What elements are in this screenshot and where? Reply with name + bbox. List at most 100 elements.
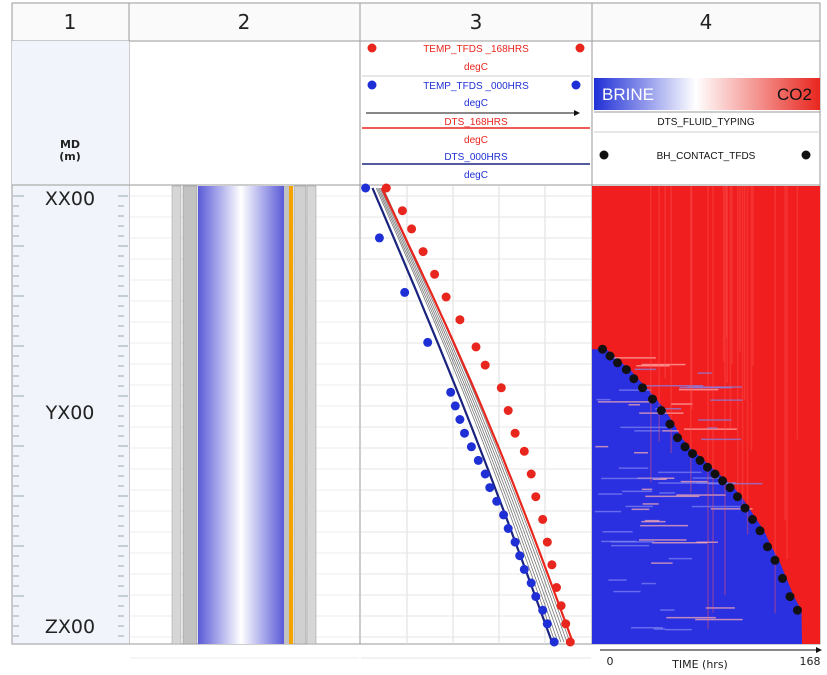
texture-streak <box>631 508 650 511</box>
texture-streak <box>665 628 692 631</box>
bh-contact-point <box>656 406 666 415</box>
bh-contact-point <box>613 358 622 368</box>
track3-legend: TEMP_TFDS _168HRS degC TEMP_TFDS _000HRS… <box>362 43 590 181</box>
texture-streak <box>618 467 649 469</box>
texture-streak <box>634 452 648 454</box>
bh-contact-point <box>733 492 742 502</box>
texture-streak <box>655 408 681 410</box>
texture-streak <box>651 542 708 544</box>
casing-right <box>306 185 317 645</box>
temp-point <box>519 564 529 574</box>
bh-contact-point <box>648 394 657 404</box>
texture-streak <box>750 186 753 452</box>
temp-point <box>473 455 483 465</box>
depth-label-zx00: ZX00 <box>45 616 95 638</box>
temp-168-legend-label: TEMP_TFDS _168HRS <box>423 44 529 55</box>
texture-streak <box>641 520 666 523</box>
wellbore-schematic <box>130 185 359 659</box>
time-axis-min: 0 <box>607 655 614 668</box>
temp-000-unit: degC <box>464 98 488 109</box>
texture-streak <box>596 398 611 401</box>
texture-streak <box>595 445 609 448</box>
texture-streak <box>666 616 716 619</box>
texture-streak <box>610 357 656 359</box>
temperature-track <box>361 183 591 659</box>
temp-point <box>538 605 548 615</box>
texture-streak <box>746 186 749 535</box>
time-axis-max: 168 <box>800 655 821 668</box>
intermediate-dts-curve <box>379 187 565 643</box>
texture-streak <box>652 478 667 480</box>
texture-streak <box>618 389 652 391</box>
temp-168-unit: degC <box>464 62 488 73</box>
track-number-3: 3 <box>470 10 483 34</box>
temp-point <box>492 496 502 506</box>
texture-streak <box>620 426 668 429</box>
texture-streak <box>634 368 657 371</box>
bh-contact-point <box>688 449 697 459</box>
bh-contact-point <box>793 605 802 615</box>
bh-contact-point <box>605 351 615 361</box>
texture-streak <box>640 524 689 527</box>
texture-streak <box>692 477 726 479</box>
texture-streak <box>752 186 754 366</box>
track4-legend: BRINE CO2 DTS_FLUID_TYPING BH_CONTACT_TF… <box>594 78 820 162</box>
bh-contact-point <box>770 555 780 565</box>
temp-point <box>441 292 451 302</box>
temp-point <box>455 315 465 325</box>
texture-streak <box>744 186 746 401</box>
temp-point <box>526 469 536 479</box>
texture-streak <box>705 607 735 609</box>
co2-label: CO2 <box>777 85 812 104</box>
time-axis: 0 TIME (hrs) 168 <box>600 647 822 671</box>
texture-streak <box>598 493 623 495</box>
texture-streak <box>725 186 728 338</box>
texture-streak <box>594 510 622 513</box>
intermediate-dts-curve <box>375 187 556 643</box>
texture-streak <box>644 519 660 522</box>
bh-contact-point <box>763 542 772 552</box>
bh-contact-point <box>638 383 647 393</box>
texture-streak <box>724 186 726 596</box>
texture-streak <box>706 427 718 429</box>
brine-label: BRINE <box>602 85 654 104</box>
depth-label-xx00: XX00 <box>45 188 95 210</box>
dts-000-legend-label: DTS_000HRS <box>444 152 508 163</box>
texture-streak <box>690 186 692 493</box>
texture-streak <box>658 471 702 474</box>
temp-point <box>499 510 509 520</box>
texture-streak <box>698 419 732 421</box>
md-label: MD <box>60 138 80 151</box>
bh-contact-legend-label: BH_CONTACT_TFDS <box>657 151 756 162</box>
temp-000-legend-marker <box>367 80 377 90</box>
bh-contact-point <box>718 476 727 486</box>
temp-point <box>480 469 490 479</box>
texture-streak <box>641 363 686 366</box>
bh-contact-point <box>629 374 639 384</box>
bh-contact-legend-marker <box>599 150 609 160</box>
temp-point <box>510 537 520 547</box>
texture-streak <box>729 186 732 429</box>
bh-contact-point <box>785 592 795 602</box>
bh-contact-point <box>755 526 765 536</box>
texture-streak <box>636 365 670 367</box>
texture-streak <box>611 544 649 547</box>
texture-streak <box>710 399 743 401</box>
texture-streak <box>786 186 788 559</box>
texture-streak <box>690 186 693 410</box>
texture-streak <box>653 628 666 630</box>
texture-streak <box>726 186 728 383</box>
track1-background <box>12 41 129 644</box>
temp-point <box>547 560 557 570</box>
temp-point <box>519 446 529 456</box>
texture-streak <box>695 618 743 621</box>
texture-streak <box>659 492 676 494</box>
texture-streak <box>602 531 633 533</box>
bh-contact-point <box>695 455 705 465</box>
bh-contact-point <box>673 433 682 443</box>
temp-168-legend-marker <box>367 43 377 53</box>
texture-streak <box>722 186 725 362</box>
texture-streak <box>658 482 714 484</box>
texture-streak <box>645 385 704 387</box>
temp-point <box>542 619 552 629</box>
